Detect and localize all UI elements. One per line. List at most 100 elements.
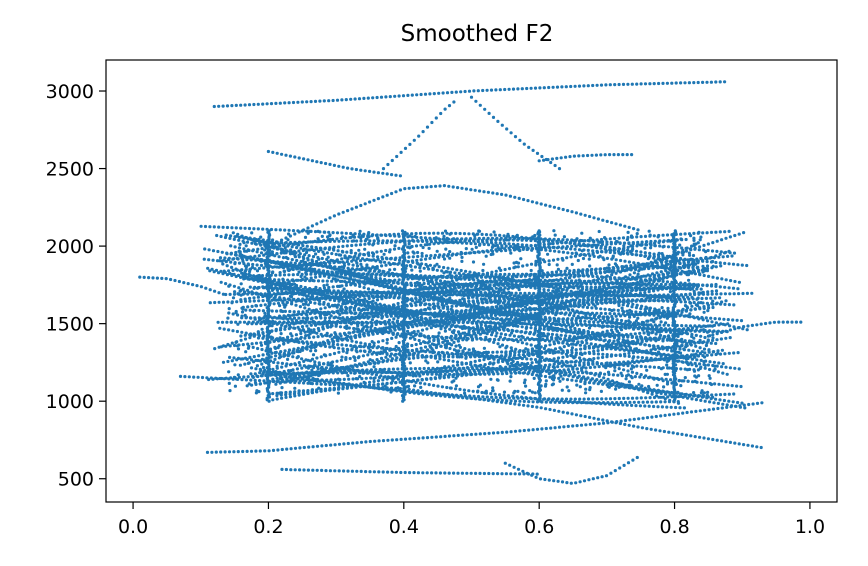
- data-point: [219, 450, 223, 454]
- data-point: [398, 188, 402, 192]
- data-point: [323, 316, 327, 320]
- data-point: [341, 210, 345, 214]
- data-point: [750, 291, 754, 295]
- data-point: [711, 275, 715, 279]
- data-point: [639, 82, 643, 86]
- data-point: [573, 373, 577, 377]
- data-point: [443, 434, 447, 438]
- data-point: [298, 468, 302, 472]
- data-point: [322, 99, 326, 103]
- data-point: [600, 240, 605, 244]
- data-point: [557, 425, 562, 429]
- data-point: [370, 372, 374, 376]
- data-point: [257, 254, 261, 258]
- data-point: [274, 354, 278, 358]
- data-point: [643, 82, 648, 86]
- data-point: [516, 356, 520, 360]
- data-point: [451, 185, 455, 189]
- data-point: [546, 288, 551, 292]
- data-point: [533, 286, 537, 290]
- data-point: [530, 200, 535, 204]
- data-point: [291, 273, 295, 277]
- data-point: [483, 432, 487, 436]
- data-point: [548, 407, 552, 412]
- data-point: [454, 387, 458, 391]
- data-point: [341, 244, 345, 248]
- data-point: [308, 240, 313, 244]
- data-point: [394, 375, 398, 379]
- data-point: [642, 375, 646, 379]
- data-point: [721, 371, 725, 375]
- data-point: [591, 477, 595, 481]
- data-point: [496, 119, 500, 123]
- data-point: [480, 232, 484, 236]
- data-point: [540, 298, 545, 302]
- data-point: [513, 135, 518, 139]
- data-point: [527, 145, 531, 149]
- data-point: [737, 292, 741, 296]
- data-point: [694, 409, 698, 413]
- data-point: [728, 292, 732, 296]
- data-point: [428, 256, 432, 260]
- data-point: [706, 292, 710, 296]
- data-point: [432, 256, 436, 260]
- data-point: [363, 169, 367, 173]
- data-point: [667, 413, 672, 417]
- data-point: [714, 341, 718, 346]
- data-point: [368, 380, 372, 384]
- data-point: [460, 186, 464, 190]
- data-point: [177, 279, 181, 284]
- data-point: [627, 260, 632, 264]
- data-point: [513, 195, 517, 199]
- data-point: [509, 131, 513, 135]
- data-point: [369, 328, 373, 332]
- data-point: [601, 418, 605, 422]
- data-point: [711, 407, 716, 411]
- data-point: [237, 246, 242, 250]
- data-point: [493, 233, 497, 237]
- data-point: [252, 296, 256, 300]
- data-point: [665, 348, 669, 352]
- data-point: [346, 209, 350, 213]
- data-point: [599, 83, 604, 87]
- data-point: [327, 99, 331, 103]
- data-point: [598, 285, 602, 289]
- data-point: [432, 383, 436, 387]
- data-point: [452, 434, 456, 438]
- data-point: [280, 467, 284, 471]
- data-point: [718, 80, 722, 84]
- data-point: [359, 469, 363, 473]
- data-point: [199, 285, 203, 289]
- data-point: [478, 432, 482, 436]
- data-point: [294, 278, 299, 282]
- data-point: [529, 343, 533, 347]
- data-point: [691, 349, 695, 353]
- data-point: [378, 302, 382, 306]
- data-point: [259, 322, 263, 326]
- data-point: [702, 347, 707, 351]
- data-point: [474, 99, 478, 103]
- data-point: [701, 231, 705, 235]
- data-point: [390, 371, 394, 375]
- data-point: [746, 443, 750, 447]
- data-point: [364, 470, 368, 474]
- data-point: [454, 337, 458, 341]
- data-point: [544, 344, 548, 348]
- data-point: [217, 104, 221, 108]
- data-point: [355, 469, 359, 473]
- data-point: [566, 251, 570, 255]
- data-point: [667, 430, 671, 434]
- data-point: [335, 98, 340, 102]
- data-point: [590, 153, 594, 157]
- data-point: [467, 232, 471, 236]
- data-point: [570, 238, 574, 242]
- data-point: [346, 239, 350, 243]
- data-point: [540, 154, 544, 159]
- data-point: [399, 437, 403, 441]
- data-point: [509, 244, 513, 249]
- data-point: [703, 399, 707, 403]
- data-point: [603, 338, 607, 342]
- data-point: [342, 442, 346, 446]
- data-point: [611, 330, 615, 335]
- data-point: [247, 103, 252, 107]
